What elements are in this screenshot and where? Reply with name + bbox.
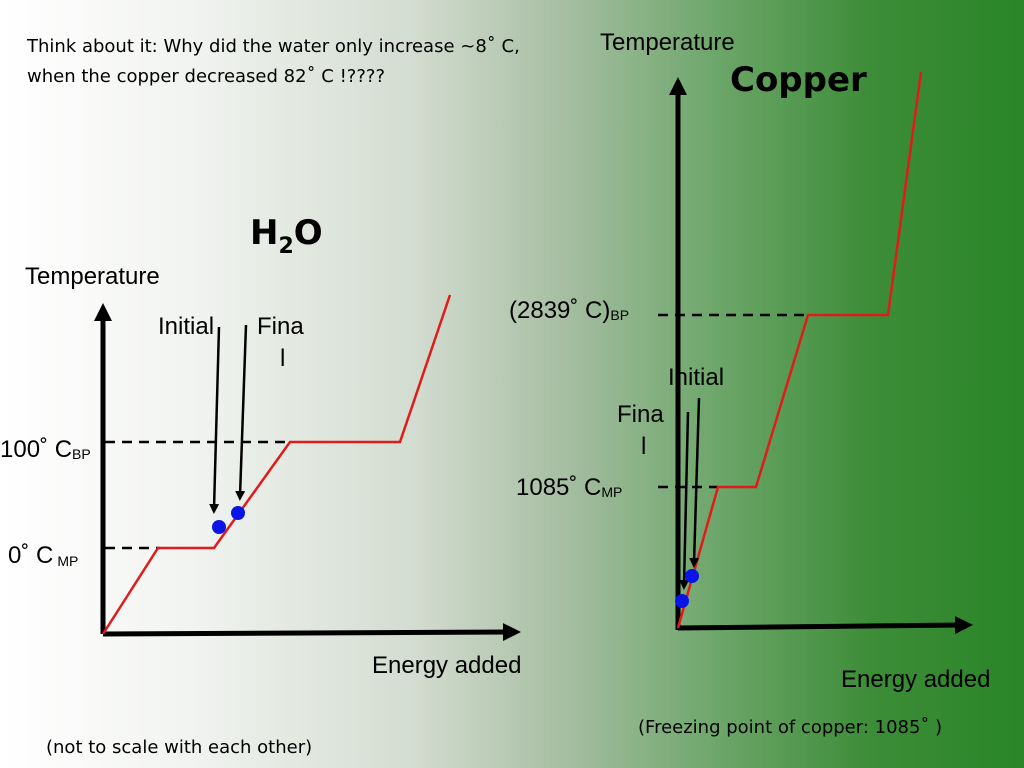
water-final-label-line2: l <box>280 345 285 372</box>
copper-mp-label: 1085˚ CMP <box>516 474 622 501</box>
water-y-axis-label: Temperature <box>25 263 160 290</box>
scale-footnote: (not to scale with each other) <box>46 737 312 758</box>
copper-initial-label: Initial <box>668 364 724 391</box>
copper-x-axis-label: Energy added <box>841 666 990 693</box>
water-heating-curve <box>101 294 452 635</box>
copper-diagram: Copper Temperature Energy added (2839˚ C… <box>509 29 990 738</box>
water-initial-point <box>212 520 226 534</box>
water-title: H2O <box>250 213 323 259</box>
water-initial-arrow <box>209 326 221 514</box>
copper-heating-curve <box>676 71 923 629</box>
water-final-arrow <box>235 324 248 501</box>
water-bp-label: 100˚ CBP <box>0 436 91 463</box>
water-mp-label: 0˚ C MP <box>8 542 78 569</box>
copper-y-axis-label: Temperature <box>600 29 735 56</box>
copper-freezing-point-note: (Freezing point of copper: 1085˚ ) <box>638 717 942 738</box>
water-initial-label: Initial <box>158 313 214 340</box>
water-x-axis-label: Energy added <box>372 652 521 679</box>
copper-final-arrow <box>679 411 690 590</box>
copper-final-label-line2: l <box>641 433 646 460</box>
copper-initial-point <box>685 569 699 583</box>
question-line-1: Think about it: Why did the water only i… <box>26 36 520 57</box>
copper-initial-arrow <box>689 397 701 568</box>
question-line-2: when the copper decreased 82˚ C !???? <box>27 66 385 87</box>
copper-final-point <box>675 594 689 608</box>
copper-bp-label: (2839˚ C)BP <box>509 297 629 324</box>
copper-x-axis <box>677 616 973 635</box>
water-final-point <box>231 506 245 520</box>
copper-final-label-line1: Fina <box>617 401 664 428</box>
water-final-label-line1: Fina <box>257 313 304 340</box>
water-x-axis <box>102 623 521 642</box>
water-diagram: H2O Temperature Energy added 100˚ CBP 0˚… <box>0 213 521 679</box>
copper-title: Copper <box>730 60 867 100</box>
